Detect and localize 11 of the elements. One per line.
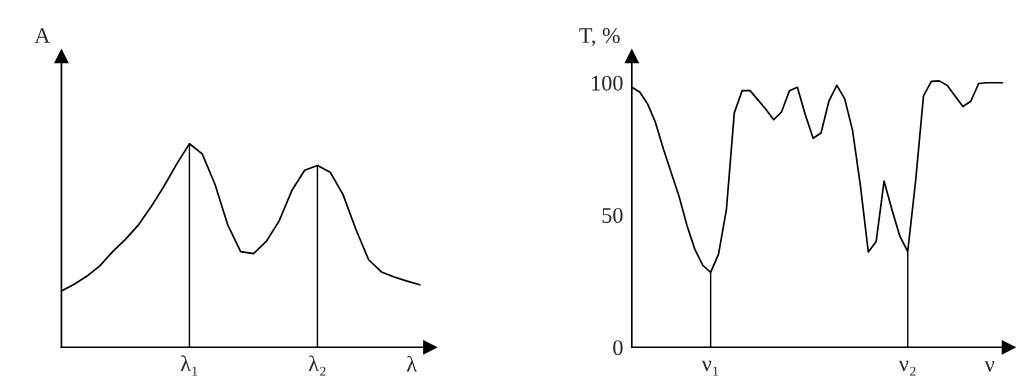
y-axis-title: T, %	[579, 28, 620, 47]
x-tick-label: ν₂	[898, 360, 916, 376]
x-axis-title: ν	[984, 361, 995, 372]
x-tick-label: λ₂	[308, 355, 326, 376]
x-tick-label: ν₁	[701, 360, 719, 376]
x-tick-label: λ₁	[180, 355, 198, 376]
x-axis-title: λ	[406, 355, 417, 372]
y-tick-label: 100	[592, 75, 623, 91]
y-tick-label: 0	[613, 340, 623, 356]
y-axis-title: A	[34, 28, 51, 43]
y-tick-label: 50	[602, 207, 623, 223]
